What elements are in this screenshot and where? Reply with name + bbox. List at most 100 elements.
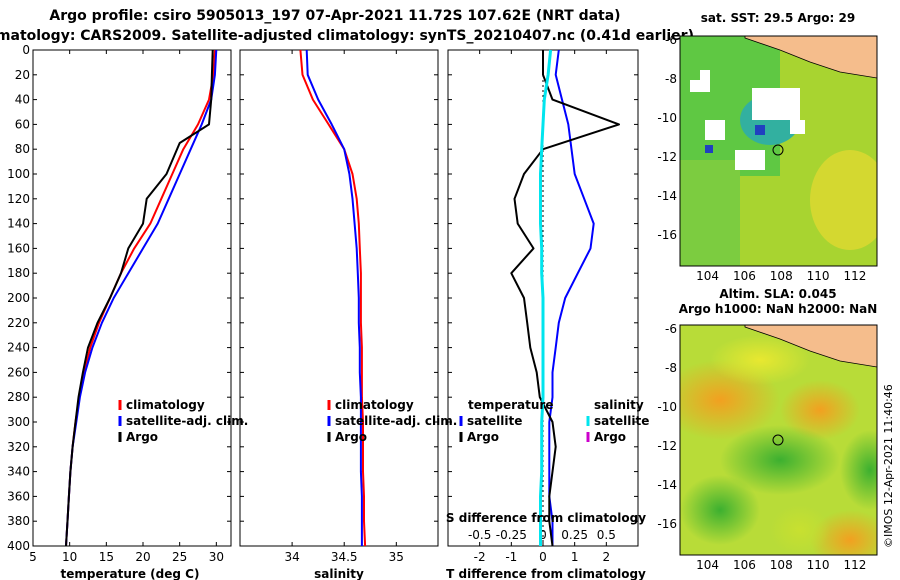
sst-map-frame — [679, 35, 878, 267]
title-line-1: Argo profile: csiro 5905013_197 07-Apr-2… — [49, 8, 620, 24]
temperature-xlabel: temperature (deg C) — [61, 567, 200, 580]
legend-label-satellite: satellite-adj. clim. — [126, 414, 248, 428]
sst_map-lon-label: 106 — [733, 269, 756, 283]
depth-tick-label: 380 — [7, 514, 30, 528]
sst-cloud-gap — [735, 150, 765, 170]
sdiff-label: S difference from climatology — [446, 511, 646, 525]
series-layer — [65, 49, 620, 547]
legend-label-sal-argo: Argo — [594, 430, 626, 444]
depth-tick-label: 340 — [7, 465, 30, 479]
differences-xtick-label: -2 — [474, 550, 486, 564]
sdiff-tick-label: 0.5 — [597, 528, 616, 542]
tdiff-xlabel: T difference from climatology — [446, 567, 646, 580]
salinity-xtick-label: 34.5 — [331, 550, 358, 564]
title-line-2: Climatology: CARS2009. Satellite-adjuste… — [0, 28, 694, 44]
depth-tick-label: 0 — [22, 43, 30, 57]
sst_map-lat-label: -12 — [657, 150, 677, 164]
depth-tick-label: 20 — [15, 68, 30, 82]
temperature-xtick-label: 15 — [99, 550, 114, 564]
difference-legend: temperature satellite Argo salinity sate… — [459, 398, 649, 444]
sla-low-anomaly — [720, 425, 840, 495]
sst_map-lat-label: -6 — [665, 33, 677, 47]
temperature-series-climatology — [65, 49, 216, 547]
temperature-xtick-label: 25 — [172, 550, 187, 564]
sst-cloud-gap — [690, 80, 710, 92]
sst_map-lat-label: -16 — [657, 228, 677, 242]
differences-xtick-label: 0 — [539, 550, 547, 564]
sla_map-lat-label: -14 — [657, 478, 677, 492]
sla_map-lon-label: 104 — [696, 558, 719, 572]
sst_map-lon-label: 104 — [696, 269, 719, 283]
legend-title-temperature: temperature — [468, 398, 553, 412]
legend-label-argo: Argo — [335, 430, 367, 444]
sla-high-anomaly — [780, 380, 860, 440]
sla_map-lat-label: -8 — [665, 361, 677, 375]
sst_map-lat-label: -8 — [665, 72, 677, 86]
depth-tick-label: 200 — [7, 291, 30, 305]
depth-tick-label: 280 — [7, 390, 30, 404]
salinity-series-satellite-adj-clim- — [305, 49, 363, 546]
depth-tick-label: 60 — [15, 117, 30, 131]
depth-tick-label: 100 — [7, 167, 30, 181]
temperature-xtick-label: 5 — [29, 550, 37, 564]
legend-label-temp-argo: Argo — [467, 430, 499, 444]
depth-tick-label: 180 — [7, 266, 30, 280]
salinity-panel-frame — [239, 49, 439, 547]
salinity-series-climatology — [299, 49, 367, 547]
differences-xtick-label: 2 — [603, 550, 611, 564]
sla-map — [680, 325, 877, 555]
depth-tick-label: 360 — [7, 489, 30, 503]
sst_map-lon-label: 112 — [843, 269, 866, 283]
differences-series-salinity-satellite — [539, 49, 553, 546]
temperature-xtick-label: 20 — [135, 550, 150, 564]
depth-tick-label: 40 — [15, 93, 30, 107]
temperature-series-satellite-adj-clim- — [65, 49, 218, 547]
sla_map-lat-label: -6 — [665, 322, 677, 336]
salinity-xtick-label: 34 — [284, 550, 299, 564]
depth-tick-label: 400 — [7, 539, 30, 553]
legend-label-climatology: climatology — [126, 398, 205, 412]
axes-layer: 0204060801001201401601802002202402602803… — [7, 33, 866, 572]
sst-cool-region — [680, 160, 740, 266]
legend-label-temp-satellite: satellite — [467, 414, 522, 428]
salinity-xtick-label: 35 — [389, 550, 404, 564]
depth-tick-label: 240 — [7, 341, 30, 355]
sst_map-lon-label: 110 — [807, 269, 830, 283]
differences-series-temperature-argo — [510, 50, 620, 547]
legend-title-salinity: salinity — [594, 398, 644, 412]
temperature-legend: climatology satellite-adj. clim. Argo — [118, 398, 248, 444]
sla_map-lon-label: 106 — [733, 558, 756, 572]
sst-land-java — [744, 36, 877, 79]
legend-label-climatology: climatology — [335, 398, 414, 412]
legend-label-satellite: satellite-adj. clim. — [335, 414, 457, 428]
depth-tick-label: 260 — [7, 365, 30, 379]
sla-mid-anomaly — [770, 505, 830, 555]
sst-argo-marker — [772, 144, 784, 156]
sla-map-frame — [679, 324, 878, 556]
sla_map-lon-label: 108 — [770, 558, 793, 572]
imos-watermark: ©IMOS 12-Apr-2021 11:40:46 — [882, 384, 895, 548]
sst-cloud-gap — [700, 70, 710, 80]
depth-tick-label: 320 — [7, 440, 30, 454]
sla-low-anomaly — [680, 475, 760, 545]
depth-tick-label: 160 — [7, 241, 30, 255]
sla-mid-anomaly — [710, 335, 810, 385]
sla-low-anomaly — [840, 430, 877, 510]
salinity-legend: climatology satellite-adj. clim. Argo — [327, 398, 457, 444]
sla_map-lat-label: -16 — [657, 517, 677, 531]
sst-cold-pixel — [755, 125, 765, 135]
depth-tick-label: 140 — [7, 217, 30, 231]
temperature-xtick-label: 10 — [62, 550, 77, 564]
sst-cloud-gap — [752, 88, 800, 120]
temperature-xtick-label: 30 — [209, 550, 224, 564]
temperature-series-argo — [65, 49, 214, 547]
differences-series-temperature-satellite — [548, 49, 595, 546]
depth-tick-label: 120 — [7, 192, 30, 206]
sst_map-lat-label: -14 — [657, 189, 677, 203]
sla_map-lat-label: -10 — [657, 400, 677, 414]
depth-tick-label: 220 — [7, 316, 30, 330]
sla_map-lon-label: 110 — [807, 558, 830, 572]
sdiff-tick-label: -0.25 — [496, 528, 527, 542]
